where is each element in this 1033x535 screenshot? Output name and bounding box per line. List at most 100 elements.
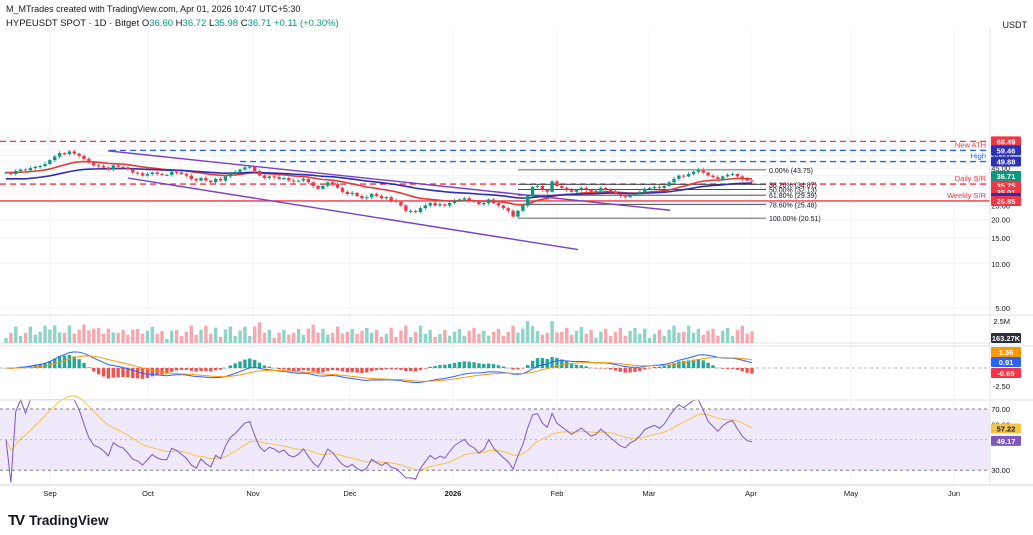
macd-hist-bar <box>623 368 627 373</box>
candle <box>272 176 276 178</box>
candle <box>618 193 623 197</box>
macd-hist-bar <box>204 368 208 372</box>
candle <box>243 167 247 170</box>
volume-bar <box>296 328 301 343</box>
volume-bar <box>189 325 193 343</box>
candle <box>106 167 111 170</box>
macd-hist-bar <box>316 368 320 373</box>
new-ath-label: New ATH <box>955 140 986 149</box>
tradingview-logo[interactable]: TV TradingView <box>8 512 108 529</box>
volume-bar <box>131 329 135 343</box>
macd-hist-bar <box>131 368 135 379</box>
macd-hist-bar <box>462 361 467 368</box>
volume-bar <box>360 330 364 343</box>
macd-hist-bar <box>638 368 642 371</box>
candle <box>735 174 740 177</box>
macd-hist-bar <box>725 368 730 369</box>
volume-bar <box>321 328 325 343</box>
ohlc-c-label: C <box>240 18 248 29</box>
volume-bar <box>589 329 593 343</box>
candle <box>696 169 701 172</box>
candle <box>574 189 579 192</box>
macd-hist-bar <box>28 365 33 368</box>
candle <box>560 185 564 188</box>
candle <box>87 158 91 163</box>
volume-bar <box>87 330 91 343</box>
macd-hist-bar <box>360 368 364 373</box>
macd-hist-bar <box>457 362 462 368</box>
new-ath-tag: 59.46 <box>997 146 1016 155</box>
symbol-legend[interactable]: HYPEUSDT SPOT · 1D · Bitget O36.60 H36.7… <box>6 18 339 29</box>
volume-bar <box>209 333 213 343</box>
macd-hist-bar <box>604 368 608 369</box>
macd-hist-bar <box>77 359 81 368</box>
volume-bar <box>428 329 432 343</box>
volume-bar <box>530 326 535 343</box>
tradingview-brand: TradingView <box>29 513 109 528</box>
macd-hist-bar <box>467 361 471 368</box>
macd-hist-bar <box>418 368 423 371</box>
candle <box>413 210 418 213</box>
daily-sr-label: Daily S/R <box>955 174 987 183</box>
macd-hist-value-tag-bg <box>991 368 1021 378</box>
macd-hist-bar <box>233 363 237 368</box>
volume-y-tick: 2.5M <box>993 317 1010 326</box>
macd-hist-bar <box>584 366 588 368</box>
macd-hist-bar <box>487 363 491 368</box>
volume-bar <box>560 331 564 343</box>
macd-hist-bar <box>243 359 247 368</box>
macd-value-tag-bg <box>991 347 1021 357</box>
volume-bar <box>662 335 666 343</box>
volume-bar <box>140 333 145 343</box>
candle <box>301 178 306 181</box>
candle <box>160 174 164 176</box>
volume-bar <box>535 330 540 343</box>
candle <box>613 191 618 194</box>
candle <box>472 200 476 202</box>
volume-bar <box>467 330 471 343</box>
macd-hist-bar <box>67 354 72 368</box>
candle <box>628 194 632 198</box>
candle <box>428 203 432 206</box>
candle <box>155 172 159 175</box>
macd-hist-bar <box>530 360 535 368</box>
candle <box>248 166 252 168</box>
macd-hist-bar <box>394 368 398 370</box>
macd-value-tag: 1.56 <box>999 348 1014 357</box>
macd-hist-bar <box>321 368 325 373</box>
macd-hist-bar <box>228 365 232 368</box>
fib-label: 0.00% (43.75) <box>769 168 813 175</box>
macd-hist-bar <box>496 365 501 368</box>
candle <box>116 165 120 167</box>
volume-bar <box>413 331 418 343</box>
volume-bar <box>145 330 150 343</box>
volume-bar <box>404 325 408 343</box>
volume-bar <box>613 331 618 343</box>
candle <box>199 178 203 181</box>
volume-bar <box>647 337 652 343</box>
macd-hist-bar <box>740 368 744 372</box>
candle <box>72 151 76 154</box>
macd-hist-bar <box>170 368 174 372</box>
macd-hist-bar <box>218 368 223 370</box>
ema-long-line <box>6 167 753 199</box>
volume-bar <box>418 325 423 343</box>
macd-hist-bar <box>267 366 271 368</box>
x-tick-label: Apr <box>745 489 757 498</box>
symbol-name: HYPEUSDT SPOT · 1D · Bitget <box>6 18 140 29</box>
candle <box>682 175 686 177</box>
candle <box>540 185 545 190</box>
volume-bar <box>33 334 37 343</box>
volume-bar <box>511 325 515 343</box>
candle <box>384 197 389 199</box>
volume-bar <box>277 332 281 343</box>
macd-hist-bar <box>389 368 393 370</box>
volume-bar <box>750 331 754 343</box>
x-tick-label: 2026 <box>445 489 462 498</box>
macd-hist-bar <box>477 363 481 368</box>
daily-sr-tag: 35.01 <box>997 188 1016 197</box>
volume-bar <box>740 325 744 343</box>
ohlc-o-label: O <box>141 18 150 29</box>
volume-bar <box>423 333 428 343</box>
